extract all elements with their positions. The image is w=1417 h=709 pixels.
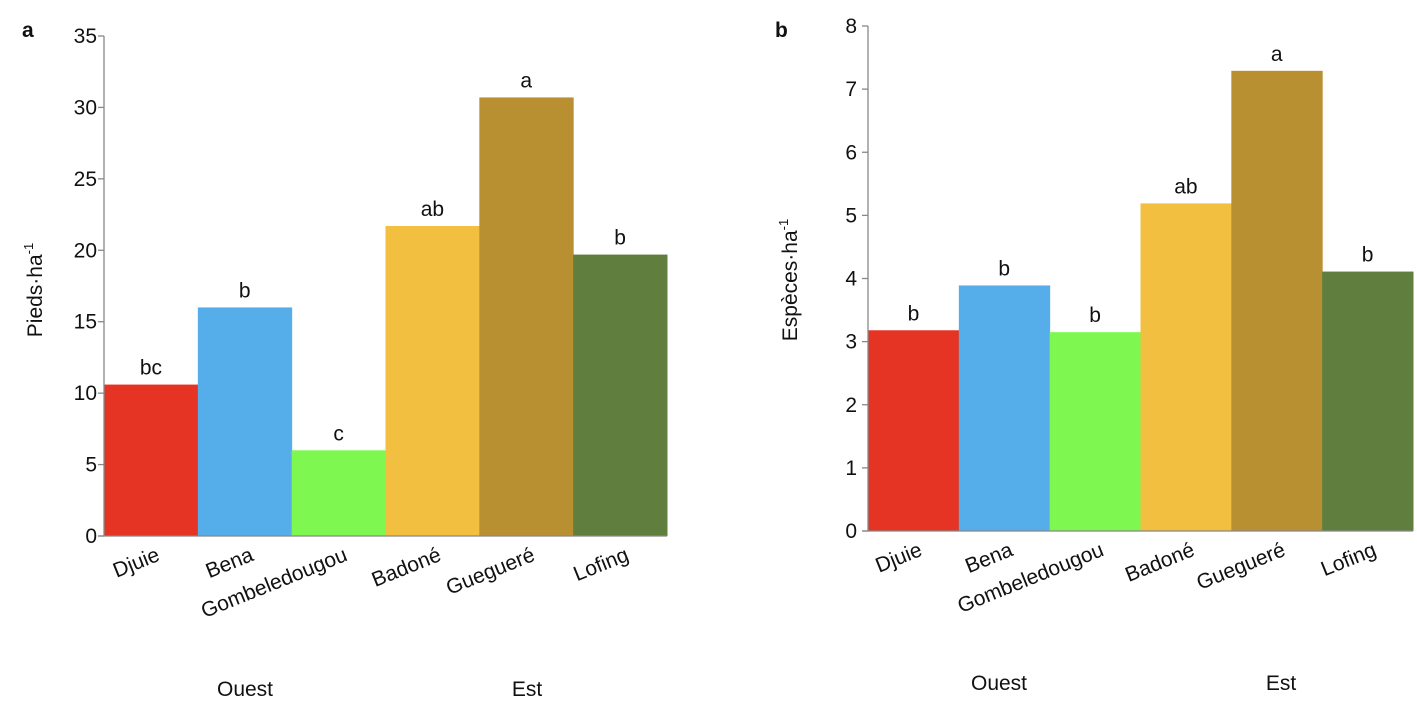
group-label-ouest-a: Ouest xyxy=(217,678,273,701)
y-axis-title-a: Pieds·ha-1 xyxy=(21,243,47,337)
significance-label: b xyxy=(239,279,251,302)
bar-bena xyxy=(958,285,1051,531)
bars-b xyxy=(868,70,1414,531)
bar-djuie xyxy=(868,330,960,531)
y-tick-label-b: 8 xyxy=(845,15,857,38)
group-label-est-a: Est xyxy=(512,678,543,701)
y-ticks-b: 0 1 2 3 4 5 6 7 8 xyxy=(845,15,868,543)
category-label: Lofing xyxy=(570,543,632,586)
y-tick-label-b: 7 xyxy=(845,78,857,101)
group-label-est-b: Est xyxy=(1266,672,1297,695)
significance-label: c xyxy=(333,422,344,445)
bar-bena xyxy=(197,307,293,536)
y-tick-label-b: 0 xyxy=(845,520,857,543)
significance-label: a xyxy=(520,69,532,92)
bar-badoné xyxy=(1140,203,1232,531)
significance-label: b xyxy=(998,257,1010,280)
y-tick-label-b: 1 xyxy=(845,457,857,480)
bar-badoné xyxy=(385,226,480,536)
group-label-ouest-b: Ouest xyxy=(971,672,1027,695)
category-label: Djuie xyxy=(110,543,163,582)
y-axis-title-b-sup: -1 xyxy=(776,219,791,231)
panel-label-a: a xyxy=(22,19,34,42)
bar-lofing xyxy=(1322,271,1414,531)
y-tick-label-a: 0 xyxy=(85,525,97,548)
significance-label: b xyxy=(908,302,920,325)
y-ticks-a: 0 5 10 15 20 25 30 35 xyxy=(74,25,104,548)
y-axis-title-b-text: Espèces·ha xyxy=(779,230,802,341)
y-tick-label-a: 5 xyxy=(85,454,97,477)
bar-gombeledougou xyxy=(1049,332,1141,531)
bar-guegueré xyxy=(1231,70,1323,531)
significance-label: ab xyxy=(1174,175,1197,198)
category-label: Lofing xyxy=(1318,538,1380,581)
significance-label: b xyxy=(1362,244,1374,267)
y-tick-label-a: 35 xyxy=(74,25,97,48)
bar-guegueré xyxy=(479,97,574,536)
bar-djuie xyxy=(104,384,199,536)
category-label: Badoné xyxy=(369,543,445,591)
bar-gombeledougou xyxy=(291,450,386,536)
category-label: Guegueré xyxy=(1193,538,1288,594)
category-label: Djuie xyxy=(872,538,925,577)
bar-lofing xyxy=(573,254,668,537)
category-label: Bena xyxy=(203,543,257,583)
y-tick-label-a: 10 xyxy=(74,382,97,405)
significance-label: a xyxy=(1271,43,1283,66)
y-axis-title-a-text: Pieds·ha xyxy=(24,254,47,337)
y-axis-title-b: Espèces·ha-1 xyxy=(776,219,802,341)
y-tick-label-b: 6 xyxy=(845,141,857,164)
category-label: Guegueré xyxy=(443,543,538,599)
y-tick-label-a: 15 xyxy=(74,311,97,334)
significance-label: b xyxy=(614,227,626,250)
category-label: Badoné xyxy=(1122,538,1198,586)
y-tick-label-b: 4 xyxy=(845,268,857,291)
bars-a xyxy=(104,97,668,537)
significance-label: bc xyxy=(140,357,162,380)
y-tick-label-b: 2 xyxy=(845,394,857,417)
significance-label: ab xyxy=(421,198,444,221)
y-tick-label-a: 25 xyxy=(74,168,97,191)
significance-label: b xyxy=(1089,304,1101,327)
category-label: Bena xyxy=(962,538,1016,578)
y-axis-title-a-sup: -1 xyxy=(21,243,36,255)
panel-label-b: b xyxy=(775,19,788,42)
y-tick-label-a: 30 xyxy=(74,96,97,119)
y-tick-label-b: 3 xyxy=(845,331,857,354)
y-tick-label-a: 20 xyxy=(74,239,97,262)
y-tick-label-b: 5 xyxy=(845,204,857,227)
